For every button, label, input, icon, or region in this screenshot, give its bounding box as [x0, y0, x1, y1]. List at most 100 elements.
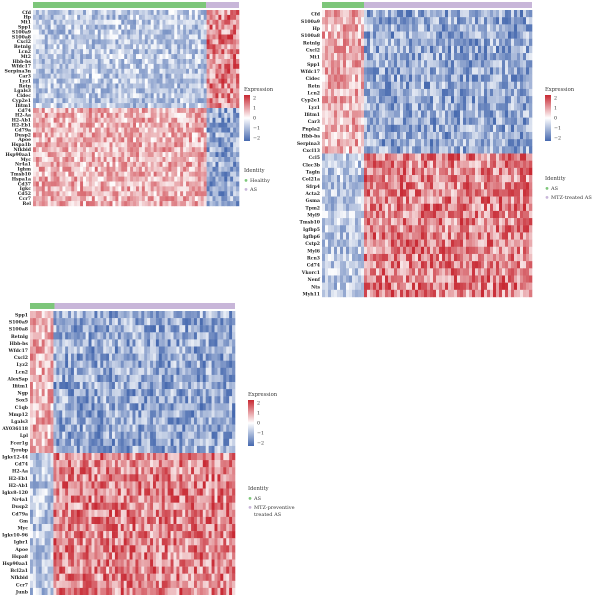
heatmap-cell [523, 196, 527, 204]
heatmap-cell [165, 181, 169, 187]
heatmap-cell [44, 59, 49, 65]
heatmap-cell [77, 161, 81, 167]
heatmap-cell [47, 78, 51, 84]
heatmap-cell [65, 132, 69, 138]
heatmap-cell [397, 88, 401, 97]
heatmap-cell [159, 137, 163, 143]
heatmap-cell [236, 29, 240, 35]
heatmap-cell [230, 152, 234, 158]
heatmap-cell [349, 60, 353, 68]
heatmap-cell [466, 67, 470, 75]
heatmap-cell [361, 88, 365, 97]
heatmap-cell [33, 117, 37, 123]
heatmap-cell [397, 196, 401, 204]
heatmap-cell [150, 78, 154, 84]
heatmap-cell [505, 210, 509, 219]
heatmap-cell [218, 181, 222, 187]
heatmap-cell [424, 203, 428, 212]
heatmap-cell [409, 153, 413, 161]
heatmap-cell [65, 166, 69, 172]
heatmap-cell [361, 218, 365, 226]
heatmap-cell [197, 93, 202, 99]
heatmap-cell [118, 29, 122, 35]
heatmap-cell [221, 181, 225, 187]
heatmap-cell [505, 60, 509, 68]
heatmap-cell [325, 24, 329, 32]
heatmap-cell [421, 103, 425, 111]
heatmap-cell [349, 210, 353, 219]
heatmap-cell [382, 110, 386, 118]
heatmap-cell [487, 24, 491, 32]
heatmap-cell [466, 175, 470, 183]
heatmap-cell [352, 96, 356, 104]
heatmap-cell [349, 203, 353, 212]
heatmap-cell [343, 139, 347, 147]
heatmap-cell [364, 110, 368, 118]
heatmap-cell [493, 38, 497, 47]
heatmap-cell [74, 14, 78, 20]
heatmap-cell [50, 191, 54, 197]
heatmap-cell [484, 45, 488, 54]
heatmap-cell [418, 10, 422, 18]
heatmap-cell [156, 68, 160, 74]
heatmap-cell [141, 49, 146, 55]
heatmap-cell [85, 54, 90, 60]
heatmap-cell [409, 110, 413, 118]
heatmap-cell [121, 19, 125, 25]
heatmap-cell [385, 96, 389, 104]
heatmap-cell [59, 196, 63, 202]
heatmap-cell [433, 96, 437, 104]
heatmap-cell [218, 39, 222, 45]
heatmap-cell [109, 54, 113, 60]
heatmap-cell [183, 166, 187, 172]
heatmap-cell [68, 103, 72, 109]
heatmap-cell [136, 39, 140, 45]
heatmap-cell [424, 60, 428, 68]
heatmap-cell [212, 142, 216, 148]
heatmap-cell [364, 60, 368, 68]
heatmap-cell [346, 146, 350, 154]
heatmap-cell [35, 93, 40, 99]
heatmap-cell [41, 191, 46, 197]
heatmap-cell [463, 74, 467, 82]
heatmap-cell [112, 181, 116, 187]
heatmap-cell [430, 124, 434, 133]
heatmap-cell [472, 88, 476, 97]
heatmap-cell [203, 59, 207, 65]
heatmap-cell [212, 63, 216, 69]
heatmap-cell [124, 166, 128, 172]
heatmap-cell [403, 203, 407, 212]
heatmap-cell [85, 132, 90, 138]
heatmap-cell [77, 24, 81, 30]
heatmap-cell [156, 39, 160, 45]
heatmap-cell [442, 67, 446, 75]
heatmap-cell [502, 67, 506, 75]
heatmap-cell [56, 44, 60, 50]
heatmap-cell [331, 117, 335, 126]
heatmap-cell [475, 103, 479, 111]
heatmap-cell [209, 171, 213, 177]
heatmap-panel-top-right: CfdS100a9HpS100a8RetnlgCxcl2Mt1Spp1Wfdc1… [297, 2, 592, 297]
heatmap-cell [412, 53, 416, 61]
heatmap-cell [227, 14, 231, 20]
heatmap-cell [529, 17, 533, 25]
heatmap-cell [177, 78, 181, 84]
heatmap-cell [418, 153, 422, 161]
heatmap-cell [130, 117, 134, 123]
heatmap-cell [370, 218, 374, 226]
heatmap-cell [358, 117, 362, 126]
heatmap-cell [171, 14, 175, 20]
heatmap-cell [65, 59, 69, 65]
heatmap-cell [487, 60, 491, 68]
heatmap-cell [136, 93, 140, 99]
heatmap-cell [406, 67, 410, 75]
heatmap-cell [376, 24, 380, 32]
heatmap-cell [118, 59, 122, 65]
heatmap-cell [83, 34, 87, 40]
heatmap-cell [526, 160, 530, 169]
heatmap-cell [136, 24, 140, 30]
heatmap-cell [203, 147, 207, 153]
heatmap-cell [180, 34, 184, 40]
heatmap-cell [100, 83, 104, 89]
heatmap-cell [138, 34, 143, 40]
